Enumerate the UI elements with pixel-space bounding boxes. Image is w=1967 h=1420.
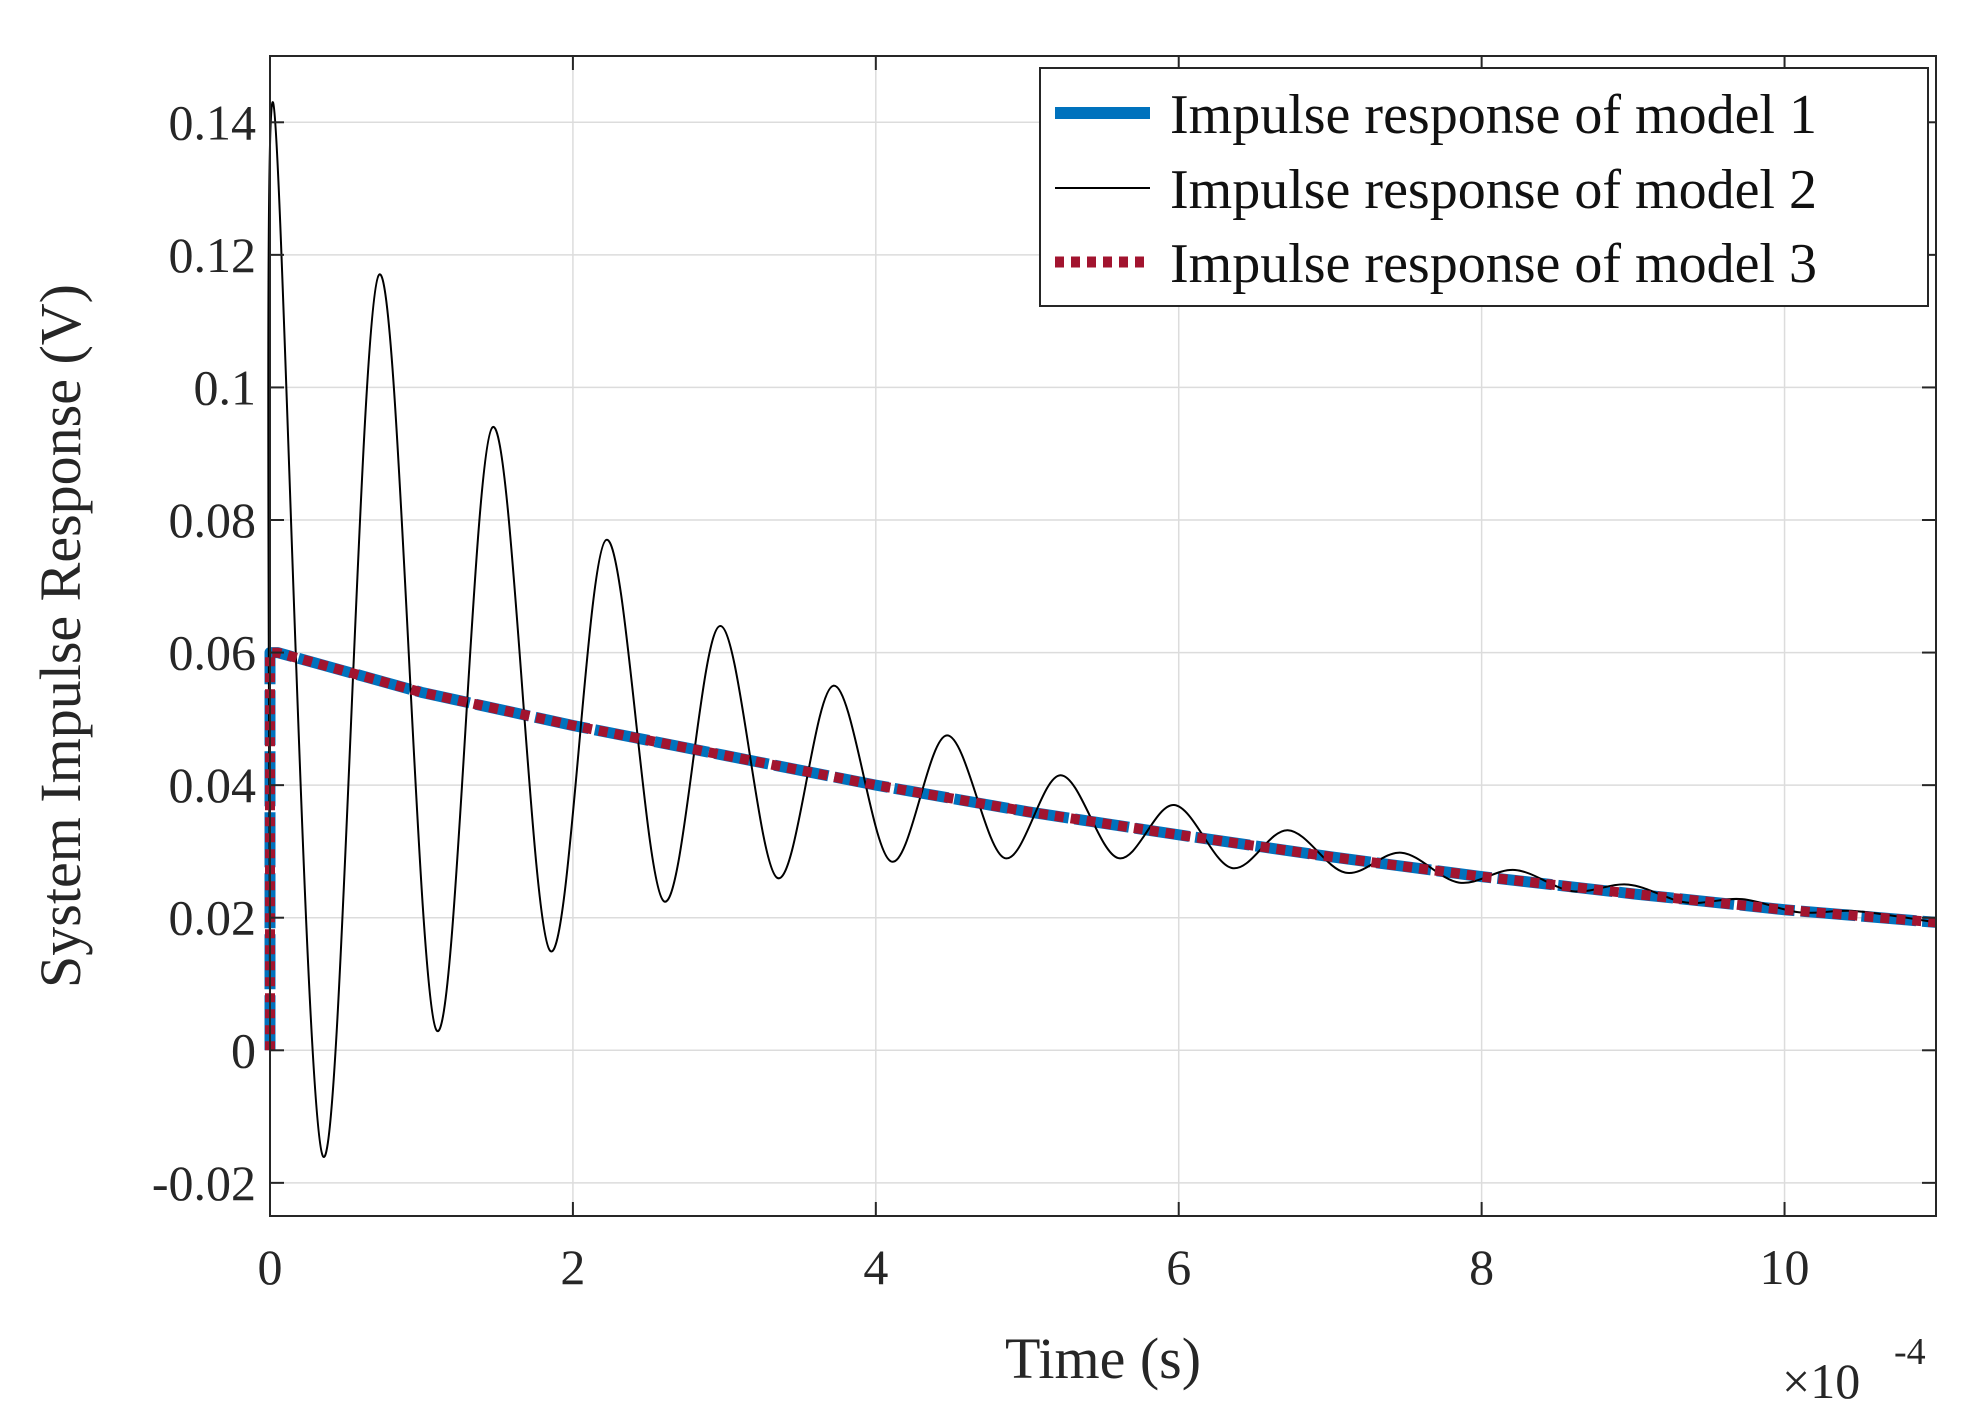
x-tick-label: 4 [863, 1239, 888, 1295]
legend-label-model-3: Impulse response of model 3 [1170, 233, 1817, 295]
x-tick-label: 10 [1760, 1239, 1810, 1295]
series-line-model-1 [264, 647, 1937, 1051]
x-tick-label: 8 [1469, 1239, 1494, 1295]
y-tick-label: 0.02 [169, 890, 257, 946]
y-tick-label: 0.12 [169, 227, 257, 283]
x-tick-label: 0 [258, 1239, 283, 1295]
x-multiplier: ×10 -4 [1782, 1331, 1926, 1409]
y-tick-label: 0 [231, 1022, 256, 1078]
y-tick-label: 0.14 [169, 94, 257, 150]
series-layer [264, 101, 1937, 1158]
x-tick-label: 6 [1166, 1239, 1191, 1295]
legend-box [1039, 67, 1929, 307]
y-tick-label: 0.04 [169, 757, 257, 813]
y-tick-label: 0.06 [169, 625, 257, 681]
x-multiplier-exponent: -4 [1894, 1331, 1926, 1373]
y-tick-label: 0.1 [194, 359, 257, 415]
x-tick-label: 2 [560, 1239, 585, 1295]
series-line-model-3 [265, 647, 1937, 1051]
legend: Impulse response of model 1 Impulse resp… [1039, 67, 1929, 307]
y-tick-label: 0.08 [169, 492, 257, 548]
legend-label-model-2: Impulse response of model 2 [1170, 159, 1817, 221]
y-axis-title: System Impulse Response (V) [28, 284, 93, 988]
y-tick-label: -0.02 [152, 1155, 256, 1211]
legend-label-model-1: Impulse response of model 1 [1170, 84, 1817, 146]
x-axis-title: Time (s) [1005, 1326, 1201, 1391]
plot-frame [269, 55, 1937, 1217]
x-multiplier-base: ×10 [1782, 1353, 1860, 1409]
